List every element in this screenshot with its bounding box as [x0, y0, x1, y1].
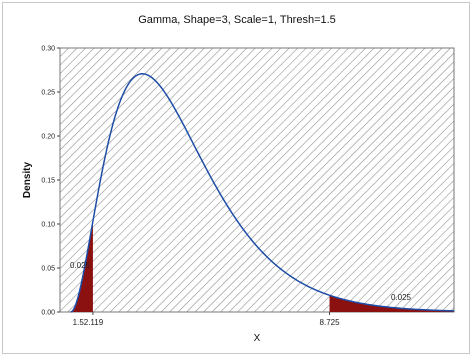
x-tick-label: 8.725 [320, 318, 341, 327]
chart-title: Gamma, Shape=3, Scale=1, Thresh=1.5 [138, 14, 336, 26]
x-tick-label: 1.52.119 [73, 318, 104, 327]
y-axis: 0.00 0.05 0.10 0.15 0.20 0.25 0.30 [41, 46, 60, 317]
shaded-region [70, 221, 93, 312]
y-tick-label: 0.20 [41, 134, 55, 141]
upper-tail-probability: 0.025 [391, 293, 412, 302]
y-tick-label: 0.00 [41, 310, 55, 317]
annotations: 0.025 0.025 [70, 261, 412, 302]
density-curve [70, 73, 455, 313]
shaded-region [329, 295, 454, 312]
y-axis-title: Density [22, 162, 33, 199]
y-tick-label: 0.05 [41, 266, 55, 273]
plot-area [59, 47, 455, 313]
y-tick-label: 0.25 [41, 90, 55, 97]
x-axis: 1.52.119 8.725 [73, 312, 340, 327]
lower-tail-probability: 0.025 [70, 261, 91, 270]
x-axis-title: X [254, 333, 261, 344]
y-tick-label: 0.10 [41, 222, 55, 229]
chart-svg: Gamma, Shape=3, Scale=1, Thresh=1.5 0.00… [22, 14, 455, 344]
chart-frame: Gamma, Shape=3, Scale=1, Thresh=1.5 0.00… [2, 2, 470, 354]
shaded-regions [70, 221, 454, 312]
y-tick-label: 0.15 [41, 178, 55, 185]
y-tick-label: 0.30 [41, 46, 55, 53]
